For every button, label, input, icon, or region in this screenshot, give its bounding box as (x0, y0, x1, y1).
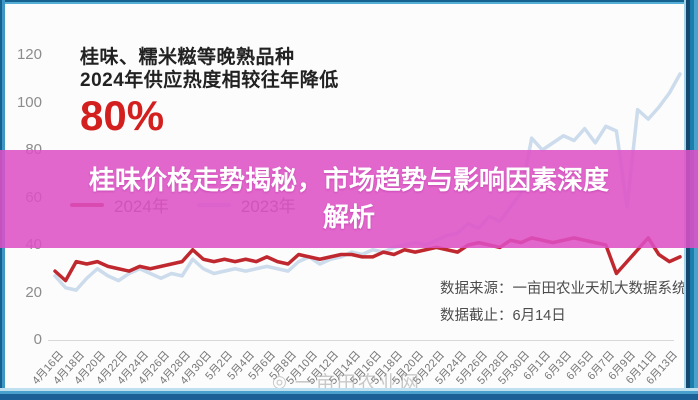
y-tick-label: 100 (16, 93, 42, 111)
data-cutoff-line: 数据截止：6月14日 (440, 308, 566, 324)
annotation-line1: 桂味、糯米糍等晚熟品种 (80, 47, 295, 68)
y-tick-label: 20 (25, 283, 42, 301)
watermark-logo-icon: ◎ (272, 371, 289, 391)
y-tick-label: 120 (16, 46, 42, 63)
frame-border-bottom (0, 388, 698, 400)
annotation-highlight-percent: 80% (80, 92, 165, 139)
headline-title-line1: 桂味价格走势揭秘，市场趋势与影响因素深度 (88, 165, 609, 195)
headline-title: 桂味价格走势揭秘，市场趋势与影响因素深度 解析 (89, 162, 609, 236)
annotation-line2: 2024年供应热度相较往年降低 (80, 70, 339, 91)
data-source-line: 数据来源：一亩田农业天机大数据系统 (440, 281, 687, 297)
y-tick-label: 0 (33, 331, 42, 348)
headline-overlay-banner: 桂味价格走势揭秘，市场趋势与影响因素深度 解析 (0, 150, 698, 248)
headline-title-line2: 解析 (322, 202, 375, 232)
annotation-box: 桂味、糯米糍等晚熟品种 2024年供应热度相较往年降低 80% (80, 46, 339, 138)
frame-border-top (0, 0, 698, 4)
series-line-2023年 (53, 72, 682, 292)
data-source-block: 数据来源：一亩田农业天机大数据系统 数据截止：6月14日 (440, 276, 687, 330)
